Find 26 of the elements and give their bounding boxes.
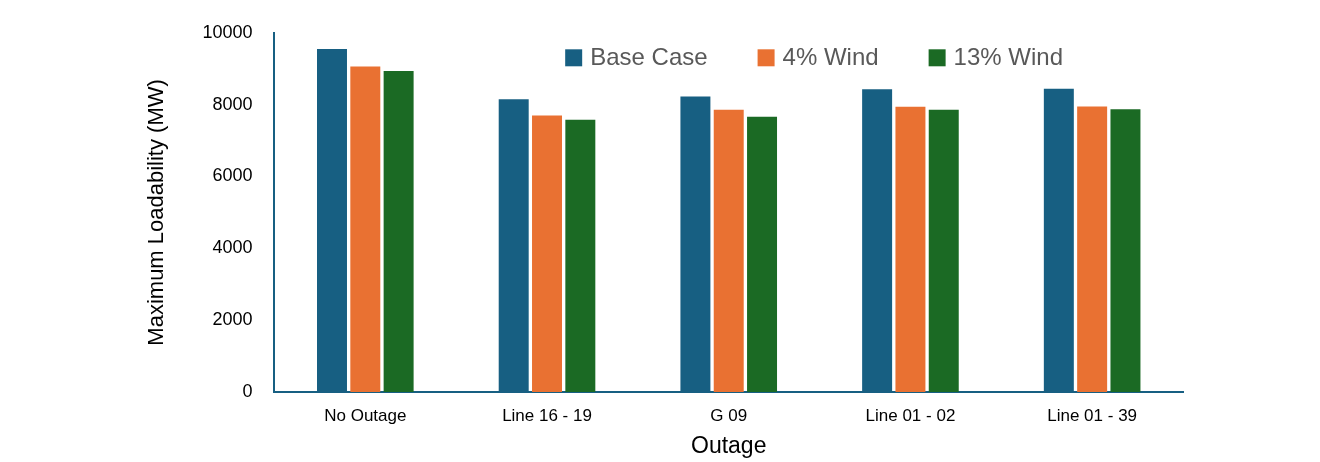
bar: [350, 66, 381, 392]
y-tick-label: 6000: [212, 165, 253, 186]
bar: [928, 109, 959, 392]
bar: [747, 116, 778, 392]
y-axis-title: Maximum Loadability (MW): [143, 79, 169, 346]
bar: [532, 115, 563, 392]
bar: [713, 109, 744, 392]
x-tick-label: Line 01 - 39: [1047, 405, 1138, 425]
y-tick-label: 0: [242, 380, 253, 401]
bar: [383, 70, 414, 392]
x-axis-title: Outage: [691, 431, 767, 458]
y-tick-label: 8000: [212, 93, 253, 114]
bar: [895, 106, 926, 392]
x-tick-label: Line 16 - 19: [502, 405, 592, 425]
legend-label: 13% Wind: [953, 43, 1064, 71]
legend-label: 4% Wind: [782, 43, 879, 71]
bar: [1110, 109, 1141, 392]
bar: [565, 119, 596, 392]
x-tick-label: No Outage: [324, 405, 407, 425]
x-tick-label: Line 01 - 02: [865, 405, 956, 425]
y-tick-label: 10000: [202, 21, 253, 42]
bar: [1077, 106, 1108, 392]
y-tick-label: 2000: [212, 309, 253, 330]
legend-label: Base Case: [590, 43, 708, 71]
x-tick-label: G 09: [710, 405, 748, 425]
y-tick-label: 4000: [212, 237, 253, 258]
